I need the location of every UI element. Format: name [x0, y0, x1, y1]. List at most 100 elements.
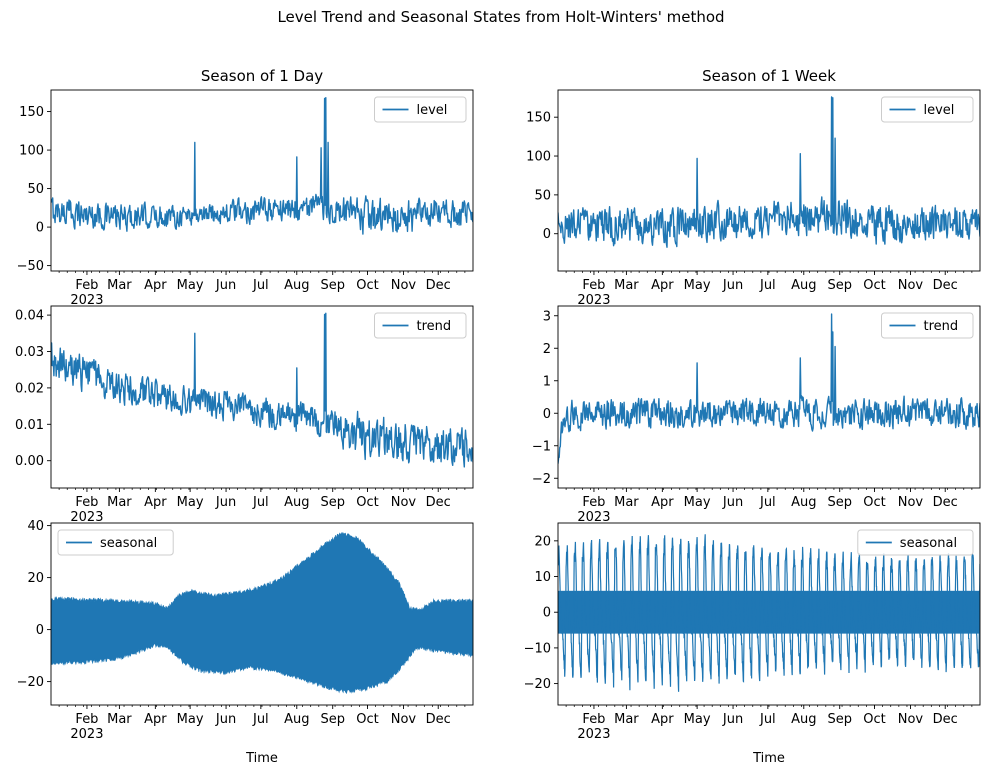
y-tick-label: −20 — [524, 677, 551, 692]
x-tick-label: Aug — [284, 278, 309, 293]
series-line — [51, 312, 473, 468]
y-tick-label: 0 — [36, 221, 44, 236]
x-tick-label: Jul — [759, 278, 776, 293]
x-tick-label: Dec — [933, 278, 958, 293]
x-axis-label-left: Time — [245, 751, 278, 766]
x-tick-label: May — [684, 495, 711, 510]
y-tick-label: 1 — [543, 374, 551, 389]
x-tick-label: Apr — [144, 712, 167, 727]
x-tick-label: Apr — [144, 495, 167, 510]
series-group — [51, 97, 473, 235]
x-tick-label: Nov — [391, 278, 417, 293]
x-year-label: 2023 — [70, 727, 103, 742]
x-tick-label: Jul — [759, 495, 776, 510]
x-year-label: 2023 — [70, 510, 103, 525]
x-tick-label: Mar — [107, 278, 132, 293]
x-tick-label: May — [177, 278, 204, 293]
x-tick-label: Jun — [215, 495, 236, 510]
column-title-week: Season of 1 Week — [702, 67, 836, 85]
x-tick-label: Jun — [722, 495, 743, 510]
x-tick-label: May — [684, 712, 711, 727]
series-group — [558, 96, 980, 248]
legend-label: trend — [924, 319, 959, 334]
x-tick-label: Apr — [651, 278, 674, 293]
y-tick-label: −50 — [17, 259, 44, 274]
x-tick-label: Sep — [320, 712, 345, 727]
legend-label: seasonal — [100, 536, 157, 551]
y-tick-label: 150 — [526, 111, 551, 126]
x-tick-label: Jun — [215, 712, 236, 727]
seasonal-area — [51, 531, 473, 695]
figure-title: Level Trend and Seasonal States from Hol… — [277, 8, 724, 26]
y-tick-label: 3 — [543, 309, 551, 324]
x-year-label: 2023 — [577, 727, 610, 742]
y-tick-label: 150 — [19, 105, 44, 120]
x-tick-label: Feb — [75, 495, 98, 510]
x-tick-label: Apr — [144, 278, 167, 293]
subplot-4: −2 −1 0 1 2 3 Feb Mar Apr May Jun Jul Aug Sep Oct Nov De… — [532, 305, 981, 525]
x-tick-label: Sep — [827, 495, 852, 510]
legend: level — [881, 96, 974, 123]
x-tick-label: Mar — [614, 495, 639, 510]
legend-box — [881, 312, 974, 339]
y-tick-label: −10 — [524, 641, 551, 656]
x-tick-label: Aug — [791, 712, 816, 727]
y-tick-label: 100 — [19, 144, 44, 159]
x-tick-label: May — [684, 278, 711, 293]
x-tick-label: Mar — [614, 278, 639, 293]
y-tick-label: 2 — [543, 342, 551, 357]
x-tick-label: Nov — [391, 712, 417, 727]
x-tick-label: Feb — [582, 278, 605, 293]
y-tick-label: 0 — [543, 407, 551, 422]
legend: seasonal — [857, 529, 974, 556]
x-tick-label: Apr — [651, 712, 674, 727]
y-tick-label: 50 — [534, 188, 551, 203]
y-tick-label: 100 — [526, 150, 551, 165]
x-tick-label: Apr — [651, 495, 674, 510]
x-tick-label: Jul — [252, 495, 269, 510]
y-tick-label: 10 — [534, 570, 551, 585]
y-tick-label: 20 — [534, 534, 551, 549]
y-tick-label: 0.02 — [15, 381, 44, 396]
legend: trend — [881, 312, 974, 339]
y-tick-label: 0 — [543, 227, 551, 242]
x-tick-label: Feb — [582, 495, 605, 510]
x-tick-label: Feb — [75, 712, 98, 727]
x-tick-label: Dec — [933, 495, 958, 510]
x-tick-label: Sep — [320, 495, 345, 510]
x-tick-label: May — [177, 495, 204, 510]
subplot-1: −50 0 50 100 150 Feb Mar Apr May Jun Jul Aug Sep Oct N… — [17, 89, 474, 308]
x-tick-label: Jun — [722, 278, 743, 293]
x-tick-label: Feb — [75, 278, 98, 293]
y-tick-label: 50 — [27, 182, 44, 197]
y-tick-label: −1 — [532, 439, 551, 454]
series-group — [51, 312, 473, 468]
x-tick-label: Jul — [252, 712, 269, 727]
x-tick-label: Aug — [791, 495, 816, 510]
legend-label: level — [924, 103, 955, 118]
x-tick-label: Aug — [791, 278, 816, 293]
legend-box — [857, 529, 974, 556]
x-tick-label: Aug — [284, 495, 309, 510]
x-tick-label: May — [177, 712, 204, 727]
subplot-3: 0.00 0.01 0.02 0.03 0.04 Feb Mar Apr May Jun Jul Au… — [15, 305, 474, 525]
legend-box — [374, 96, 467, 123]
x-tick-label: Jun — [722, 712, 743, 727]
x-tick-label: Oct — [863, 495, 885, 510]
x-tick-label: Oct — [863, 712, 885, 727]
x-tick-label: Oct — [356, 712, 378, 727]
legend: seasonal — [57, 529, 174, 556]
x-tick-label: Jun — [215, 278, 236, 293]
x-tick-label: Mar — [614, 712, 639, 727]
x-tick-label: Nov — [898, 712, 924, 727]
x-tick-label: Sep — [827, 278, 852, 293]
subplot-5: −20 0 20 40 Feb Mar Apr May Jun Jul Aug Sep Oct Nov De… — [17, 519, 474, 742]
series-line — [558, 96, 980, 248]
y-tick-label: −20 — [17, 675, 44, 690]
x-tick-label: Mar — [107, 495, 132, 510]
x-tick-label: Sep — [827, 712, 852, 727]
series-group — [51, 531, 473, 695]
x-tick-label: Oct — [356, 278, 378, 293]
x-tick-label: Jul — [759, 712, 776, 727]
